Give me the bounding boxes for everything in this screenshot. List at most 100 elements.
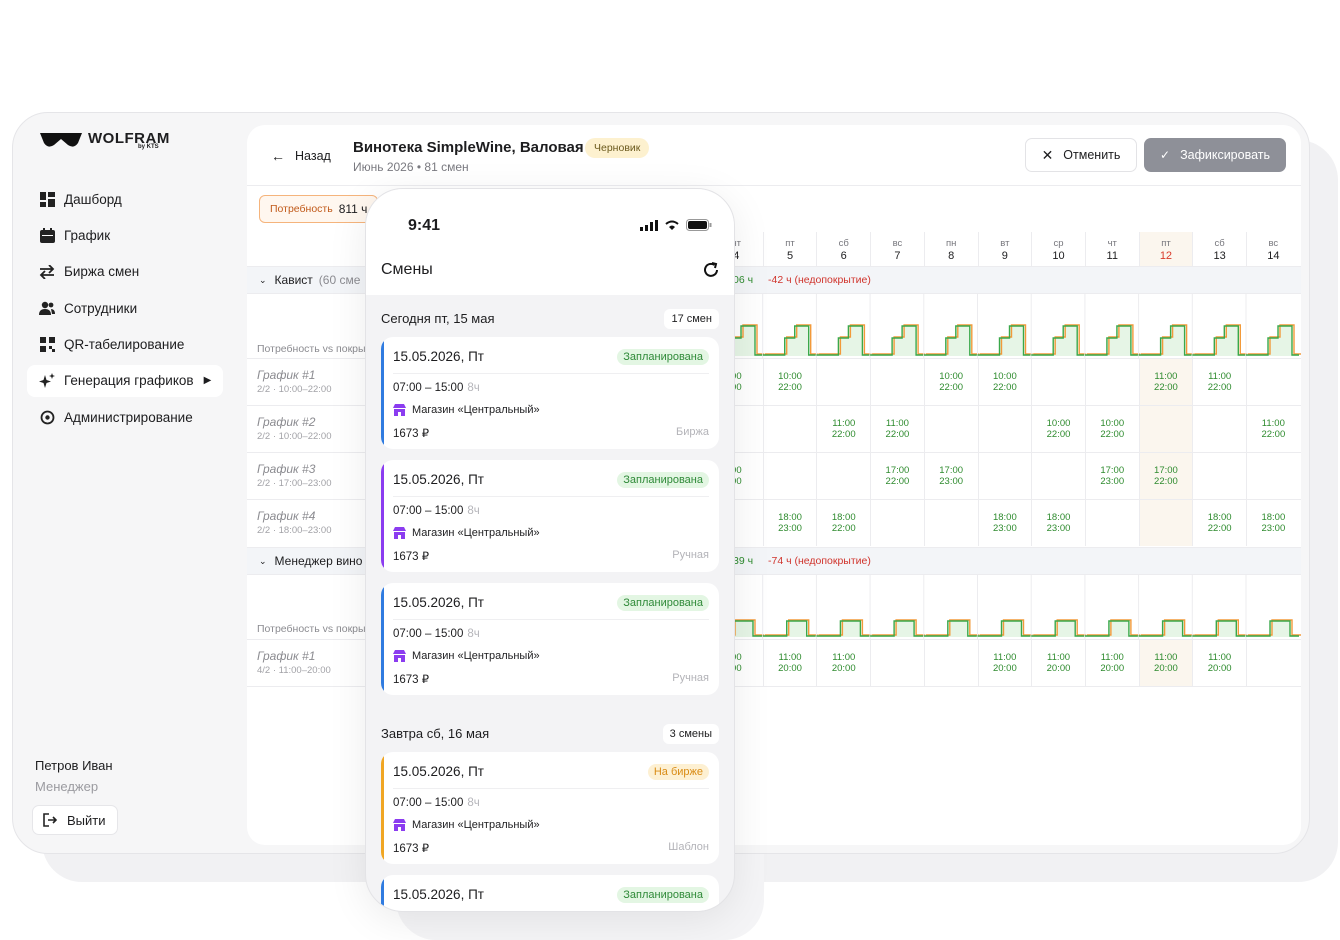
shift-cell[interactable]: 11:00 20:00 — [816, 639, 871, 686]
shift-date: 15.05.2026, Пт — [393, 764, 484, 779]
coverage-day — [1030, 294, 1087, 358]
qr-icon — [39, 337, 55, 353]
shift-cell[interactable]: 18:00 22:00 — [816, 499, 871, 546]
shift-cell[interactable]: 10:00 22:00 — [762, 358, 817, 405]
shift-cell[interactable]: 17:00 22:00 — [870, 452, 924, 499]
shift-date: 15.05.2026, Пт — [393, 595, 484, 610]
shift-cell[interactable] — [1084, 499, 1139, 546]
cancel-button[interactable]: ✕ Отменить — [1025, 138, 1137, 172]
shift-cell[interactable] — [1084, 358, 1139, 405]
wolf-logo-icon — [40, 133, 82, 147]
shift-cell[interactable]: 11:00 20:00 — [1031, 639, 1085, 686]
shift-cell[interactable]: 11:00 20:00 — [1084, 639, 1139, 686]
card-divider — [393, 788, 709, 789]
shift-cell[interactable] — [870, 358, 924, 405]
shift-cell[interactable] — [1031, 358, 1085, 405]
phone-header: 9:41 Смены — [366, 189, 734, 295]
shift-card[interactable]: 15.05.2026, Пт Запланирована — [381, 875, 719, 911]
day-number: 6 — [840, 250, 847, 262]
refresh-icon[interactable] — [702, 261, 720, 284]
shift-cell[interactable] — [1031, 452, 1085, 499]
shift-cell[interactable] — [1192, 452, 1246, 499]
shift-cell[interactable]: 17:00 23:00 — [1084, 452, 1139, 499]
day-of-week: пт — [1161, 238, 1171, 249]
shift-date: 15.05.2026, Пт — [393, 472, 484, 487]
sidebar-item-employees[interactable]: Сотрудники — [27, 292, 223, 324]
sidebar-item-generation[interactable]: Генерация графиков ▶ — [27, 364, 223, 397]
shift-cell[interactable] — [762, 452, 817, 499]
coverage-day — [1084, 575, 1140, 639]
shift-card[interactable]: 15.05.2026, Пт Запланирована 07:00 – 15:00… — [381, 460, 719, 572]
shift-cell[interactable]: 18:00 23:00 — [1031, 499, 1085, 546]
need-line — [979, 324, 1033, 355]
schedule-meta: 2/2 · 18:00–23:00 — [257, 525, 332, 536]
shift-cell[interactable]: 11:00 22:00 — [1192, 358, 1246, 405]
store-icon — [393, 650, 406, 662]
day-header: чт 11 — [1084, 232, 1139, 266]
coverage-area — [870, 326, 924, 356]
shift-cell[interactable] — [923, 405, 978, 452]
sidebar-item-exchange[interactable]: Биржа смен — [27, 256, 223, 288]
shift-card[interactable]: 15.05.2026, Пт Запланирована 07:00 – 15:00… — [381, 337, 719, 449]
shift-cell[interactable]: 11:00 20:00 — [977, 639, 1032, 686]
shift-cell[interactable]: 18:00 23:00 — [1246, 499, 1300, 546]
need-line — [872, 324, 926, 355]
back-button[interactable]: ← Назад — [271, 148, 331, 164]
shift-cell[interactable] — [977, 452, 1032, 499]
shift-price: 1673 ₽ — [393, 428, 430, 440]
sidebar-item-schedule[interactable]: График — [27, 219, 223, 251]
need-line — [818, 619, 872, 636]
shift-shop: Магазин «Центральный» — [393, 527, 540, 539]
shift-cell[interactable] — [870, 639, 924, 686]
shift-cell[interactable] — [1246, 358, 1300, 405]
logout-button[interactable]: Выйти — [32, 805, 118, 835]
shift-cell[interactable]: 10:00 22:00 — [977, 358, 1032, 405]
shift-cell[interactable]: 10:00 22:00 — [1084, 405, 1139, 452]
coverage-area — [1084, 326, 1138, 356]
need-line — [1140, 619, 1194, 636]
shift-cell[interactable]: 11:00 20:00 — [1192, 639, 1246, 686]
shift-cell[interactable] — [923, 639, 978, 686]
shift-cell[interactable] — [816, 358, 871, 405]
day-of-week: вт — [1000, 238, 1010, 249]
status-stripe — [381, 337, 384, 449]
shift-cell[interactable] — [870, 499, 924, 546]
shift-cell[interactable]: 11:00 22:00 — [1246, 405, 1300, 452]
sidebar-item-dashboard[interactable]: Дашборд — [27, 183, 223, 215]
shift-cell[interactable] — [1246, 452, 1300, 499]
shift-card[interactable]: 15.05.2026, Пт На бирже 07:00 – 15:00 8ч Маг… — [381, 752, 719, 864]
shift-cell[interactable]: 18:00 23:00 — [977, 499, 1032, 546]
shift-cell[interactable]: 11:00 22:00 — [870, 405, 924, 452]
shift-cell[interactable]: 18:00 22:00 — [1192, 499, 1246, 546]
coverage-area — [709, 326, 762, 356]
shift-card[interactable]: 15.05.2026, Пт Запланирована 07:00 – 15:00… — [381, 583, 719, 695]
shift-cell[interactable]: 17:00 23:00 — [923, 452, 978, 499]
shift-cell[interactable] — [1138, 405, 1193, 452]
shift-cell[interactable]: 11:00 20:00 — [1138, 639, 1193, 686]
shift-cell[interactable]: 10:00 22:00 — [923, 358, 978, 405]
sidebar-item-label: Дашборд — [64, 191, 122, 207]
shift-cell[interactable] — [1192, 405, 1246, 452]
fix-button[interactable]: ✓ Зафиксировать — [1144, 138, 1286, 172]
shift-cell[interactable]: 11:00 22:00 — [816, 405, 871, 452]
coverage-day — [1138, 294, 1194, 358]
shift-cell[interactable]: 11:00 20:00 — [762, 639, 817, 686]
shift-status-badge: Запланирована — [617, 472, 709, 488]
sidebar-item-admin[interactable]: Администрирование — [27, 401, 223, 433]
day-number: 4 — [733, 250, 740, 262]
need-chip[interactable]: Потребность 811 ч — [259, 195, 379, 223]
cover-line — [1192, 620, 1246, 637]
shift-cell[interactable] — [762, 405, 817, 452]
shift-cell[interactable]: 18:00 23:00 — [762, 499, 817, 546]
shift-cell[interactable] — [1138, 499, 1193, 546]
shift-cell[interactable]: 17:00 22:00 — [1138, 452, 1193, 499]
shift-cell[interactable] — [923, 499, 978, 546]
shift-cell[interactable] — [977, 405, 1032, 452]
back-label: Назад — [295, 149, 331, 163]
shift-cell[interactable] — [816, 452, 871, 499]
shift-cell[interactable] — [1246, 639, 1300, 686]
shift-cell[interactable]: 11:00 22:00 — [1138, 358, 1193, 405]
shift-cell[interactable]: 10:00 22:00 — [1031, 405, 1085, 452]
cover-line — [816, 620, 870, 637]
sidebar-item-qr[interactable]: QR-табелирование — [27, 329, 223, 361]
